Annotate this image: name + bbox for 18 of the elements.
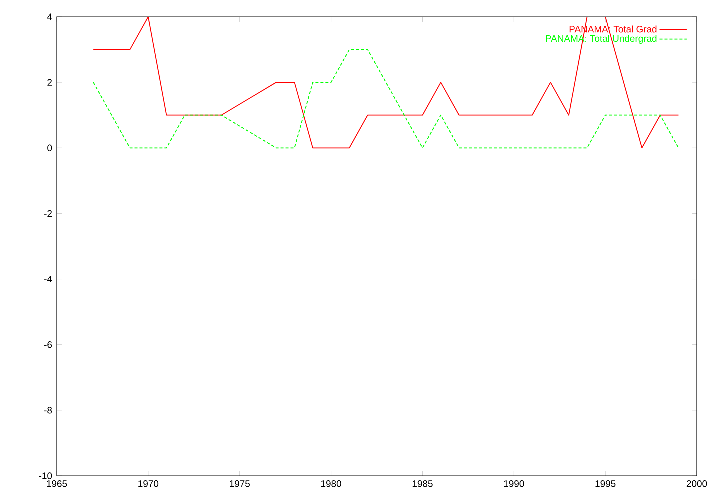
y-tick-label: 2 — [48, 79, 52, 86]
y-tick-label: 0 — [48, 144, 52, 152]
y-tick-label: -10 — [39, 472, 52, 480]
x-tick-label: 1970 — [138, 480, 159, 488]
y-tick-label: -6 — [44, 342, 52, 348]
y-tick-label: -8 — [44, 407, 52, 414]
x-tick-label: 1990 — [504, 480, 524, 488]
x-tick-label: 1975 — [230, 480, 250, 488]
x-tick-label: 1995 — [596, 480, 616, 488]
x-tick-label: 2000 — [686, 480, 708, 488]
line-series — [93, 16, 680, 149]
line-series — [93, 49, 680, 149]
x-tick-label: 1980 — [321, 480, 342, 488]
x-tick-label: 1985 — [412, 480, 433, 488]
y-tick-label: -2 — [44, 210, 52, 218]
x-tick-label: 1965 — [47, 480, 68, 488]
y-tick-label: -4 — [44, 276, 52, 283]
y-tick-label: 4 — [47, 14, 52, 20]
